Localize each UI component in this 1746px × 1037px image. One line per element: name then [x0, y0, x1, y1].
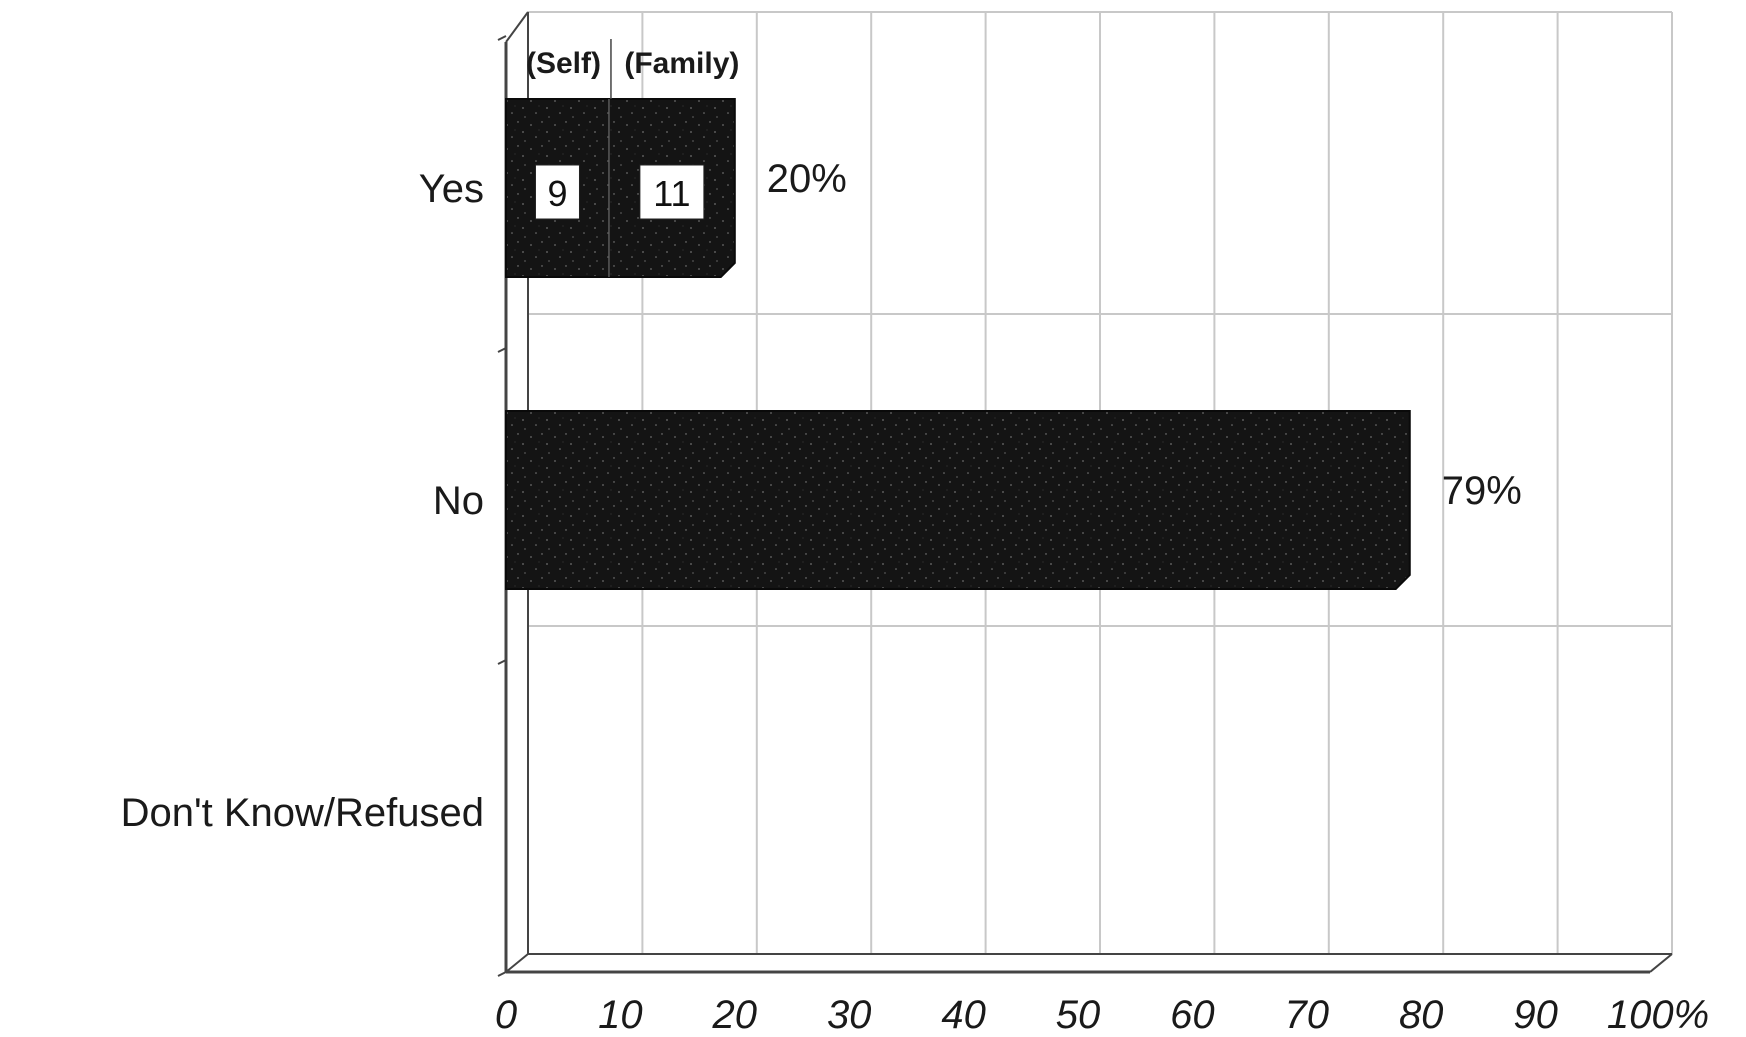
x-tick-label-1: 10: [598, 993, 643, 1037]
value-label-1: 79%: [1442, 469, 1522, 513]
segment-value-label-0: 9: [547, 173, 567, 214]
y-tick-1: [497, 347, 507, 353]
plot-area: [497, 11, 1673, 977]
segment-value-box-0: [534, 164, 580, 220]
x-tick-label-6: 60: [1170, 993, 1215, 1037]
x-tick-label-4: 40: [941, 993, 986, 1037]
x-tick-label-9: 90: [1513, 993, 1558, 1037]
segment-value-label-1: 11: [653, 173, 690, 214]
y-tick-2: [497, 659, 507, 665]
labels: 0 10 20 30 40 50 60 70 80 90 100% Yes 20% (Self) 9 (Fam…: [121, 47, 1710, 1037]
x-tick-label-10: 100%: [1607, 993, 1709, 1037]
bar-1: [505, 410, 1411, 590]
bar-0: [505, 98, 736, 278]
x-tick-label-3: 30: [827, 993, 872, 1037]
floor-left-edge: [505, 953, 529, 973]
category-label-0: Yes: [419, 167, 484, 211]
segment-value-box-1: [639, 164, 705, 220]
x-tick-label-5: 50: [1056, 993, 1101, 1037]
segment-header-0: (Self): [526, 47, 601, 80]
y-tick-0: [497, 35, 507, 41]
y-tick-3: [497, 971, 507, 977]
x-tick-label-0: 0: [495, 993, 517, 1037]
x-tick-label-8: 80: [1399, 993, 1444, 1037]
x-tick-label-7: 70: [1285, 993, 1330, 1037]
x-tick-label-2: 20: [712, 993, 758, 1037]
category-label-1: No: [433, 479, 484, 523]
y-axis-top-edge: [505, 11, 529, 43]
floor-right-edge: [1649, 953, 1673, 973]
value-label-0: 20%: [767, 157, 847, 201]
category-label-2: Don't Know/Refused: [121, 791, 484, 835]
segment-header-1: (Family): [624, 47, 739, 80]
